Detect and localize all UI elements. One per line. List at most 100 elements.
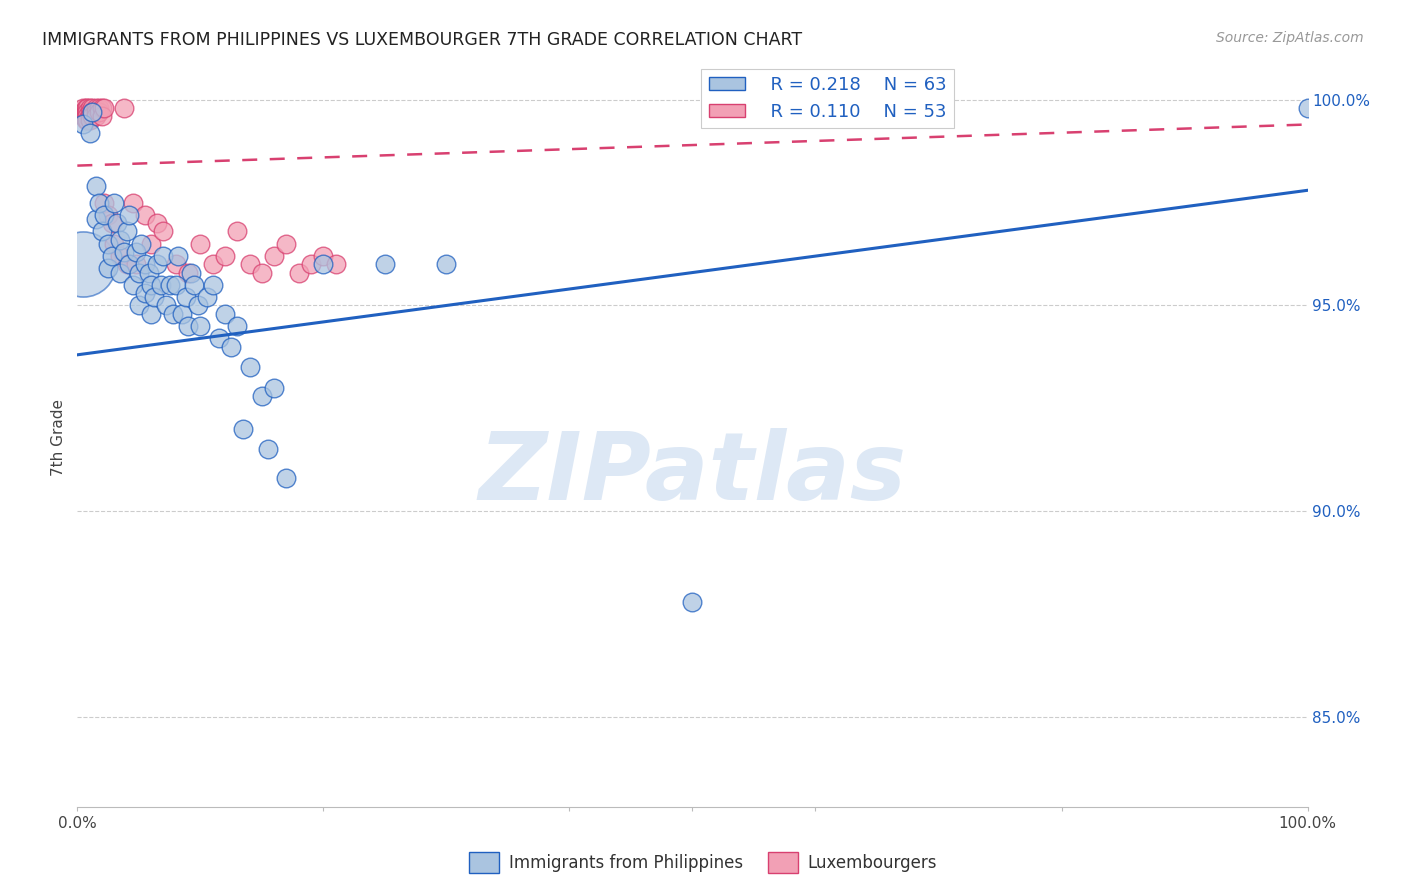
Point (155, 298, 177, 312)
Point (219, 340, 242, 354)
Point (115, 257, 138, 271)
Point (72, 257, 94, 271)
Point (183, 277, 205, 292)
Point (82, 101, 104, 115)
Point (180, 266, 202, 280)
Point (299, 257, 322, 271)
Point (201, 257, 224, 271)
Point (174, 290, 197, 304)
Point (325, 257, 347, 271)
Point (131, 236, 153, 251)
Point (90, 109, 114, 123)
Point (82, 105, 104, 120)
Point (118, 208, 141, 222)
Point (195, 290, 218, 304)
Legend:   R = 0.218    N = 63,   R = 0.110    N = 53: R = 0.218 N = 63, R = 0.110 N = 53 (702, 69, 955, 128)
Point (125, 245, 148, 260)
Point (97, 261, 120, 276)
Point (112, 101, 135, 115)
Point (125, 257, 148, 271)
Point (72, 118, 94, 132)
Point (134, 257, 156, 271)
Point (288, 266, 311, 280)
Text: ZIPatlas: ZIPatlas (478, 428, 907, 520)
Point (75, 109, 97, 123)
Point (190, 319, 212, 334)
Point (79, 101, 101, 115)
Point (101, 216, 124, 230)
Point (79, 113, 101, 128)
Point (142, 290, 165, 304)
Point (141, 236, 163, 251)
Point (312, 249, 335, 263)
Point (84, 109, 107, 123)
Point (162, 307, 184, 321)
Point (436, 257, 458, 271)
Point (90, 224, 114, 238)
Point (165, 277, 187, 292)
Point (250, 266, 273, 280)
Point (276, 236, 298, 251)
Point (93, 101, 115, 115)
Point (118, 257, 141, 271)
Point (82, 105, 104, 120)
Point (257, 442, 280, 457)
Point (90, 101, 114, 115)
Point (97, 208, 120, 222)
Point (72, 109, 94, 123)
Point (121, 277, 143, 292)
Point (374, 257, 396, 271)
Point (165, 257, 187, 271)
Text: Source: ZipAtlas.com: Source: ZipAtlas.com (1216, 31, 1364, 45)
Point (112, 245, 135, 260)
Point (134, 208, 156, 222)
Point (226, 319, 249, 334)
Point (177, 266, 200, 280)
Point (128, 266, 150, 280)
Point (141, 307, 163, 321)
Point (128, 298, 150, 312)
Text: IMMIGRANTS FROM PHILIPPINES VS LUXEMBOURGER 7TH GRADE CORRELATION CHART: IMMIGRANTS FROM PHILIPPINES VS LUXEMBOUR… (42, 31, 803, 49)
Point (170, 307, 193, 321)
Point (250, 389, 273, 403)
Point (152, 249, 174, 263)
Point (167, 249, 190, 263)
Point (72, 101, 94, 115)
Point (97, 236, 120, 251)
Point (263, 381, 285, 395)
Point (110, 266, 132, 280)
Point (110, 249, 132, 263)
Point (79, 126, 101, 140)
Point (89, 101, 111, 115)
Point (79, 105, 101, 120)
Point (79, 109, 101, 123)
Point (89, 105, 111, 120)
Point (150, 277, 173, 292)
Point (263, 249, 285, 263)
Point (159, 277, 181, 292)
Point (121, 195, 143, 210)
Point (101, 249, 124, 263)
Point (76, 101, 98, 115)
Point (84, 212, 107, 227)
Point (276, 471, 298, 485)
Point (187, 298, 209, 312)
Point (138, 266, 160, 280)
Point (134, 286, 156, 301)
Point (682, 594, 704, 608)
Point (103, 195, 125, 210)
Point (804, 105, 827, 120)
Point (177, 319, 200, 334)
Point (76, 105, 98, 120)
Point (214, 307, 236, 321)
Point (84, 179, 107, 194)
Point (1296, 101, 1319, 115)
Point (239, 257, 262, 271)
Point (226, 224, 249, 238)
Point (141, 277, 163, 292)
Point (214, 249, 236, 263)
Point (208, 331, 231, 345)
Point (76, 113, 98, 128)
Point (89, 195, 111, 210)
Point (72, 105, 94, 120)
